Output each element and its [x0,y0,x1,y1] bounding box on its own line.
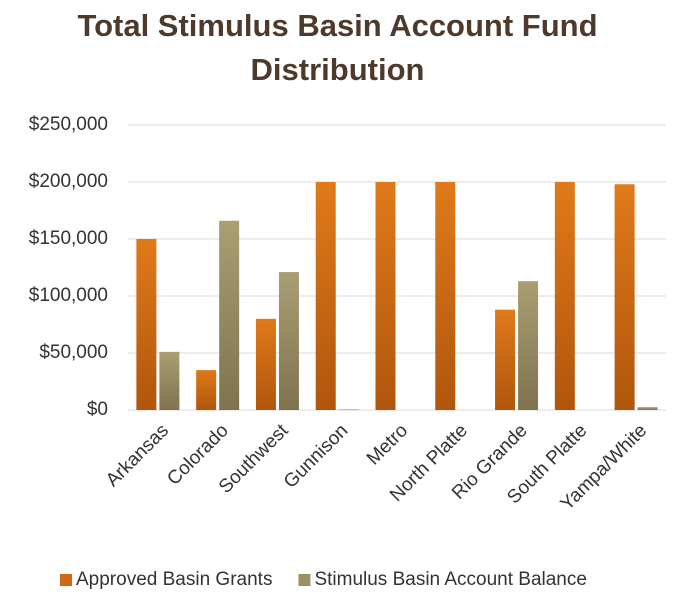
bar [338,409,359,410]
legend-label: Stimulus Basin Account Balance [314,569,587,590]
legend-swatch [60,574,72,586]
bar [637,407,658,410]
chart-title: Total Stimulus Basin Account Fund Distri… [77,8,598,87]
bar [315,182,336,410]
x-tick-label: Gunnison [280,420,352,492]
x-tick-label: Metro [363,420,412,469]
legend-label: Approved Basin Grants [76,569,272,590]
bar [495,309,516,410]
bar [196,370,217,410]
bar [435,182,456,410]
bar [375,182,396,410]
bar [278,272,299,410]
y-tick-label: $200,000 [29,171,108,192]
y-tick-label: $100,000 [29,285,108,306]
x-tick-label: Arkansas [102,420,173,491]
bar [518,281,539,410]
legend-swatch [298,574,311,586]
bar [159,351,180,410]
y-tick-label: $0 [87,399,108,420]
y-tick-label: $50,000 [39,342,108,363]
bar [554,182,575,410]
bar [219,220,240,410]
bar [255,318,276,410]
bar [614,184,635,410]
y-tick-label: $150,000 [29,228,108,249]
y-tick-label: $250,000 [29,114,108,135]
bar [136,239,157,410]
